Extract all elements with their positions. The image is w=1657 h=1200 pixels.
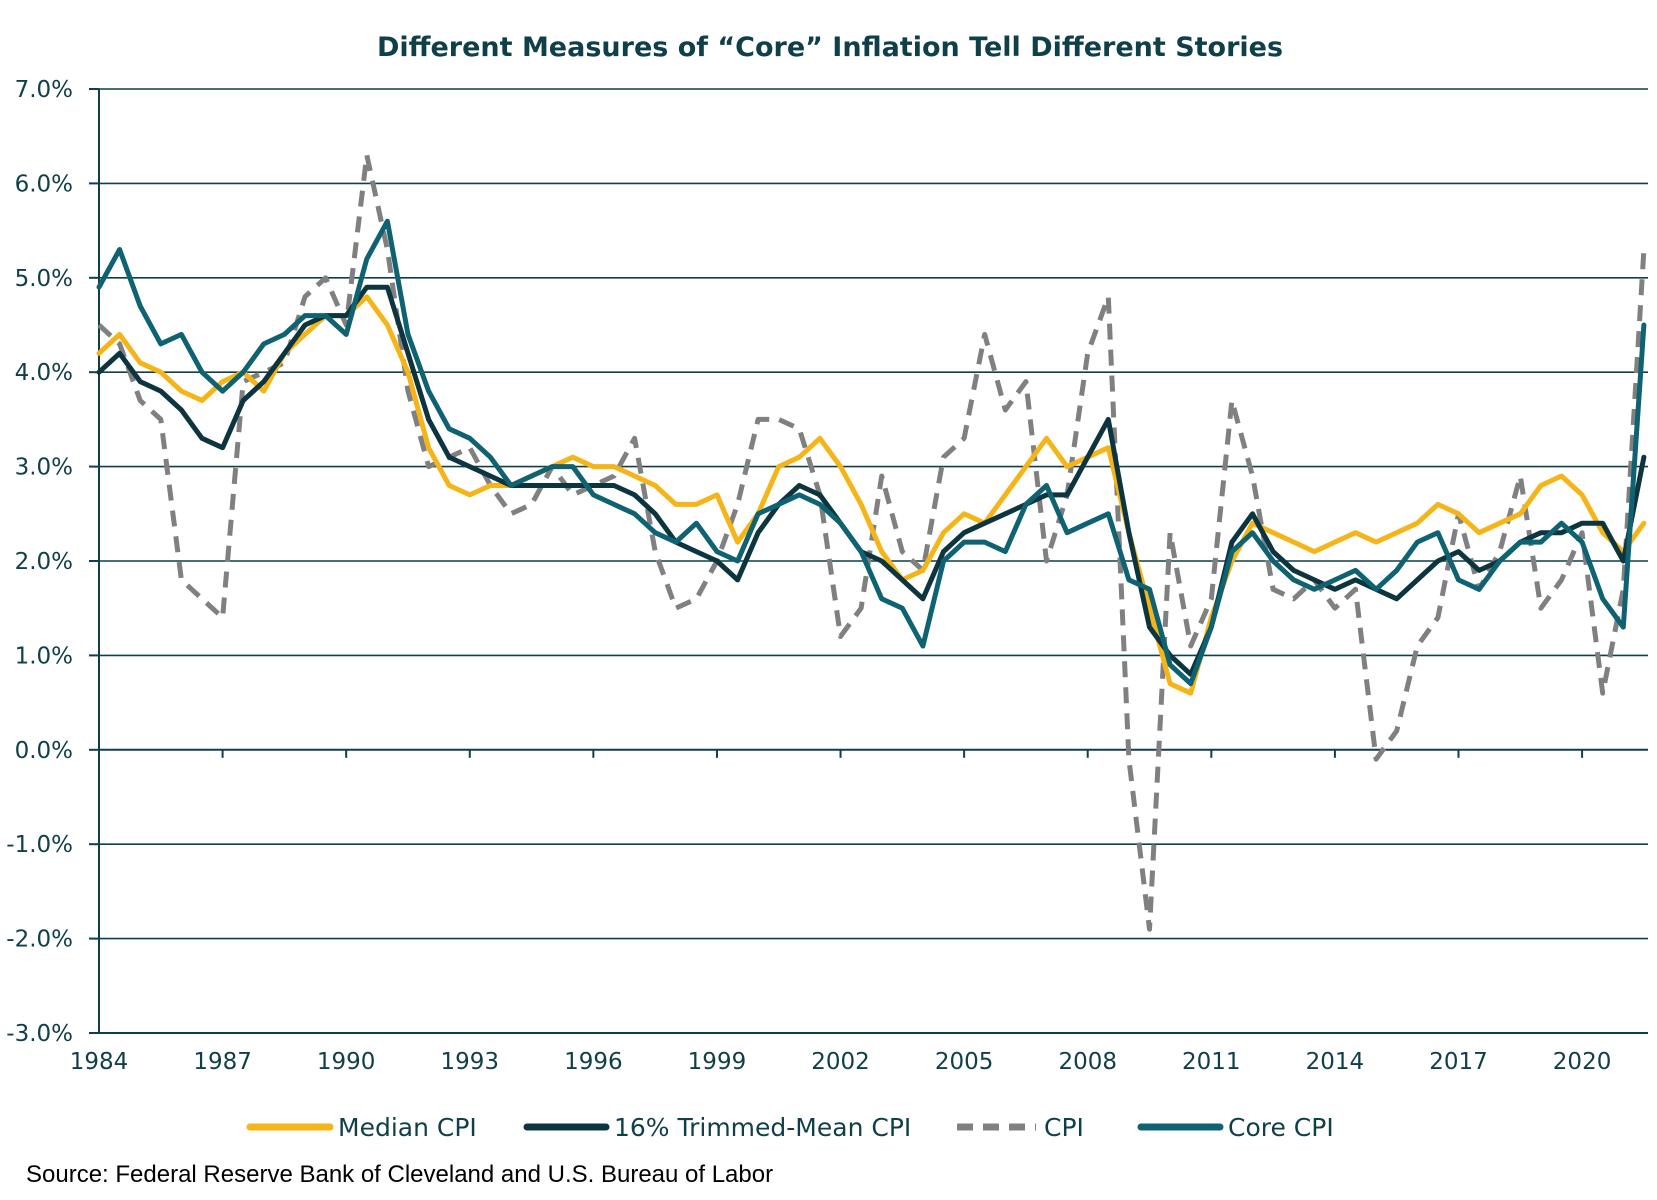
y-tick-label: 6.0% <box>15 171 73 197</box>
x-tick-label: 2017 <box>1429 1049 1488 1075</box>
y-tick-label: 2.0% <box>15 549 73 575</box>
series-lines <box>96 152 1647 932</box>
y-tick-label: 7.0% <box>15 77 73 103</box>
y-tick-label: -1.0% <box>6 832 73 858</box>
y-tick-label: 3.0% <box>15 455 73 481</box>
x-tick-label: 2011 <box>1182 1049 1241 1075</box>
y-tick-label: 1.0% <box>15 643 73 669</box>
x-tick-label: 2005 <box>935 1049 994 1075</box>
y-tick-label: 5.0% <box>15 266 73 292</box>
source-note: Source: Federal Reserve Bank of Clevelan… <box>26 1161 773 1188</box>
y-tick-label: -3.0% <box>6 1021 73 1047</box>
legend-label: Median CPI <box>338 1113 477 1142</box>
axes <box>98 89 1648 1034</box>
x-tick-label: 1993 <box>440 1049 499 1075</box>
legend: Median CPI 16% Trimmed-Mean CPI CPI Core CP… <box>246 1113 1334 1142</box>
x-axis-ticks: 1984 1987 1990 1993 1996 1999 2002 2005 2008 2011… <box>70 749 1612 1075</box>
x-tick-label: 2020 <box>1553 1049 1612 1075</box>
series-line-core-cpi <box>96 218 1647 687</box>
x-tick-label: 1990 <box>317 1049 376 1075</box>
y-tick-label: -2.0% <box>6 927 73 953</box>
x-tick-label: 2002 <box>811 1049 870 1075</box>
x-tick-label: 2014 <box>1306 1049 1365 1075</box>
gridlines <box>89 88 1648 1034</box>
y-axis-tick-labels: 7.0% 6.0% 5.0% 4.0% 3.0% 2.0% 1.0% 0.0% -1.0% -2.… <box>6 77 73 1047</box>
x-tick-label: 1996 <box>564 1049 623 1075</box>
legend-label: 16% Trimmed-Mean CPI <box>614 1113 911 1142</box>
x-tick-label: 1987 <box>193 1049 252 1075</box>
series-line-16-trimmed-mean-cpi <box>96 284 1647 677</box>
x-tick-label: 1999 <box>688 1049 747 1075</box>
x-tick-label: 2008 <box>1058 1049 1117 1075</box>
y-tick-label: 0.0% <box>15 738 73 764</box>
y-tick-label: 4.0% <box>15 360 73 386</box>
legend-label: CPI <box>1044 1113 1084 1142</box>
x-tick-label: 1984 <box>70 1049 129 1075</box>
series-line-cpi <box>97 152 1647 932</box>
series-line-median-cpi <box>96 294 1647 696</box>
chart-title: Different Measures of “Core” Inflation T… <box>377 32 1283 63</box>
legend-label: Core CPI <box>1228 1113 1334 1142</box>
